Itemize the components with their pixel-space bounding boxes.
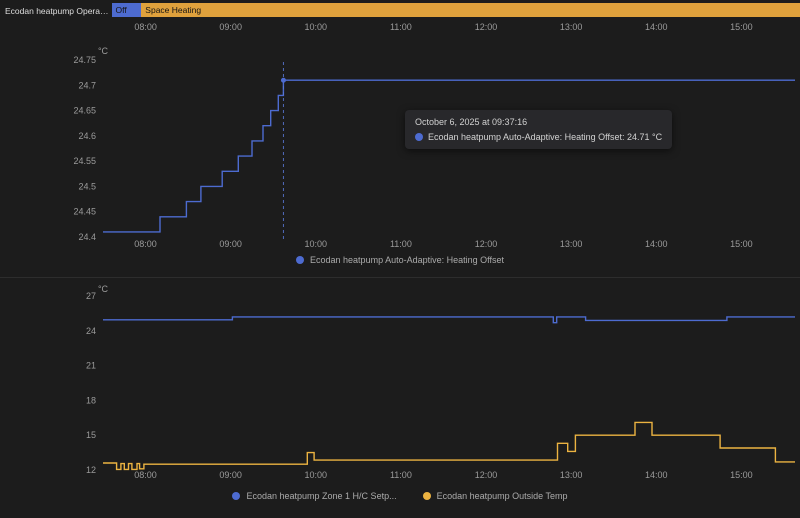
x-tick-label: 11:00 <box>390 470 412 480</box>
tooltip-series-dot <box>415 133 423 141</box>
y-tick-label: 27 <box>86 291 96 301</box>
series-line-0 <box>103 79 795 233</box>
legend-item-zone1-setpoint[interactable]: Ecodan heatpump Zone 1 H/C Setp... <box>232 491 397 501</box>
chart-tooltip: October 6, 2025 at 09:37:16 Ecodan heatp… <box>405 110 673 149</box>
x-tick-label: 08:00 <box>134 470 157 480</box>
legend-label-zone1-setpoint: Ecodan heatpump Zone 1 H/C Setp... <box>246 491 397 501</box>
legend-label-outside-temp: Ecodan heatpump Outside Temp <box>436 491 568 501</box>
x-tick-label: 09:00 <box>219 239 242 249</box>
legend-dot-zone1-setpoint <box>232 492 241 500</box>
y-tick-label: 24.5 <box>78 181 96 191</box>
time-tick-label: 09:00 <box>219 22 242 32</box>
x-tick-label: 15:00 <box>730 470 753 480</box>
legend-item-heating-offset[interactable]: Ecodan heatpump Auto-Adaptive: Heating O… <box>296 255 504 265</box>
y-axis-unit-label: °C <box>98 284 109 294</box>
y-tick-label: 24.65 <box>73 106 96 116</box>
x-tick-label: 10:00 <box>305 239 328 249</box>
tooltip-series-row: Ecodan heatpump Auto-Adaptive: Heating O… <box>415 132 662 142</box>
x-tick-label: 14:00 <box>645 470 668 480</box>
temp-chart-canvas[interactable]: °C27 24 21 18 15 12 08:00 09:00 10:00 11:00 12:00 1… <box>0 283 800 485</box>
y-axis-unit-label: °C <box>98 46 109 56</box>
time-tick-label: 14:00 <box>645 22 668 32</box>
time-tick-label: 10:00 <box>304 22 328 32</box>
timeline-entity-label: Ecodan heatpump Operation Mo... <box>5 6 109 16</box>
time-tick-label: 13:00 <box>559 22 583 32</box>
time-tick-label: 12:00 <box>474 22 498 32</box>
legend-item-outside-temp[interactable]: Ecodan heatpump Outside Temp <box>422 491 568 501</box>
x-tick-label: 10:00 <box>305 470 328 480</box>
x-tick-label: 12:00 <box>475 239 498 249</box>
y-tick-label: 18 <box>86 395 96 405</box>
y-tick-label: 12 <box>86 465 96 475</box>
time-tick-label: 08:00 <box>134 22 157 32</box>
timeline-segment-off[interactable]: Off <box>111 3 146 17</box>
x-tick-label: 13:00 <box>560 239 583 249</box>
legend-dot-heating-offset <box>296 256 305 264</box>
offset-chart-legend: Ecodan heatpump Auto-Adaptive: Heating O… <box>0 255 800 265</box>
y-tick-label: 21 <box>86 361 96 371</box>
timeline-segment-space-heating[interactable]: Space Heating <box>141 3 800 17</box>
timeline-segment-off-label: Off <box>115 5 127 15</box>
x-tick-label: 12:00 <box>475 470 498 480</box>
y-tick-label: 24.55 <box>73 156 96 166</box>
offset-chart-canvas[interactable]: °C24.75 24.7 24.65 24.6 24.55 24.5 24.45 24.4 08… <box>0 40 800 252</box>
tooltip-series-value: Ecodan heatpump Auto-Adaptive: Heating O… <box>428 132 663 142</box>
y-tick-label: 24 <box>86 326 96 336</box>
hover-point-marker <box>280 77 286 83</box>
time-tick-label: 11:00 <box>389 22 412 32</box>
series-line-1 <box>103 421 795 471</box>
x-tick-label: 09:00 <box>219 470 242 480</box>
x-tick-label: 15:00 <box>730 239 753 249</box>
legend-dot-outside-temp <box>422 492 431 500</box>
y-tick-label: 24.4 <box>78 232 96 242</box>
temp-chart-legend: Ecodan heatpump Zone 1 H/C Setp... Ecoda… <box>0 491 800 501</box>
timeline-segment-space-heating-label: Space Heating <box>145 5 202 15</box>
x-tick-label: 11:00 <box>390 239 412 249</box>
x-tick-label: 14:00 <box>645 239 668 249</box>
tooltip-timestamp: October 6, 2025 at 09:37:16 <box>415 117 528 127</box>
y-tick-label: 24.6 <box>78 131 96 141</box>
y-tick-label: 24.7 <box>78 80 96 90</box>
time-tick-label: 15:00 <box>730 22 753 32</box>
section-divider <box>0 277 800 278</box>
x-tick-label: 08:00 <box>134 239 157 249</box>
y-tick-label: 24.45 <box>73 207 96 217</box>
y-tick-label: 24.75 <box>73 55 96 65</box>
x-tick-label: 13:00 <box>560 470 583 480</box>
legend-label-heating-offset: Ecodan heatpump Auto-Adaptive: Heating O… <box>310 255 504 265</box>
series-line-0 <box>103 316 795 324</box>
y-tick-label: 15 <box>86 430 96 440</box>
